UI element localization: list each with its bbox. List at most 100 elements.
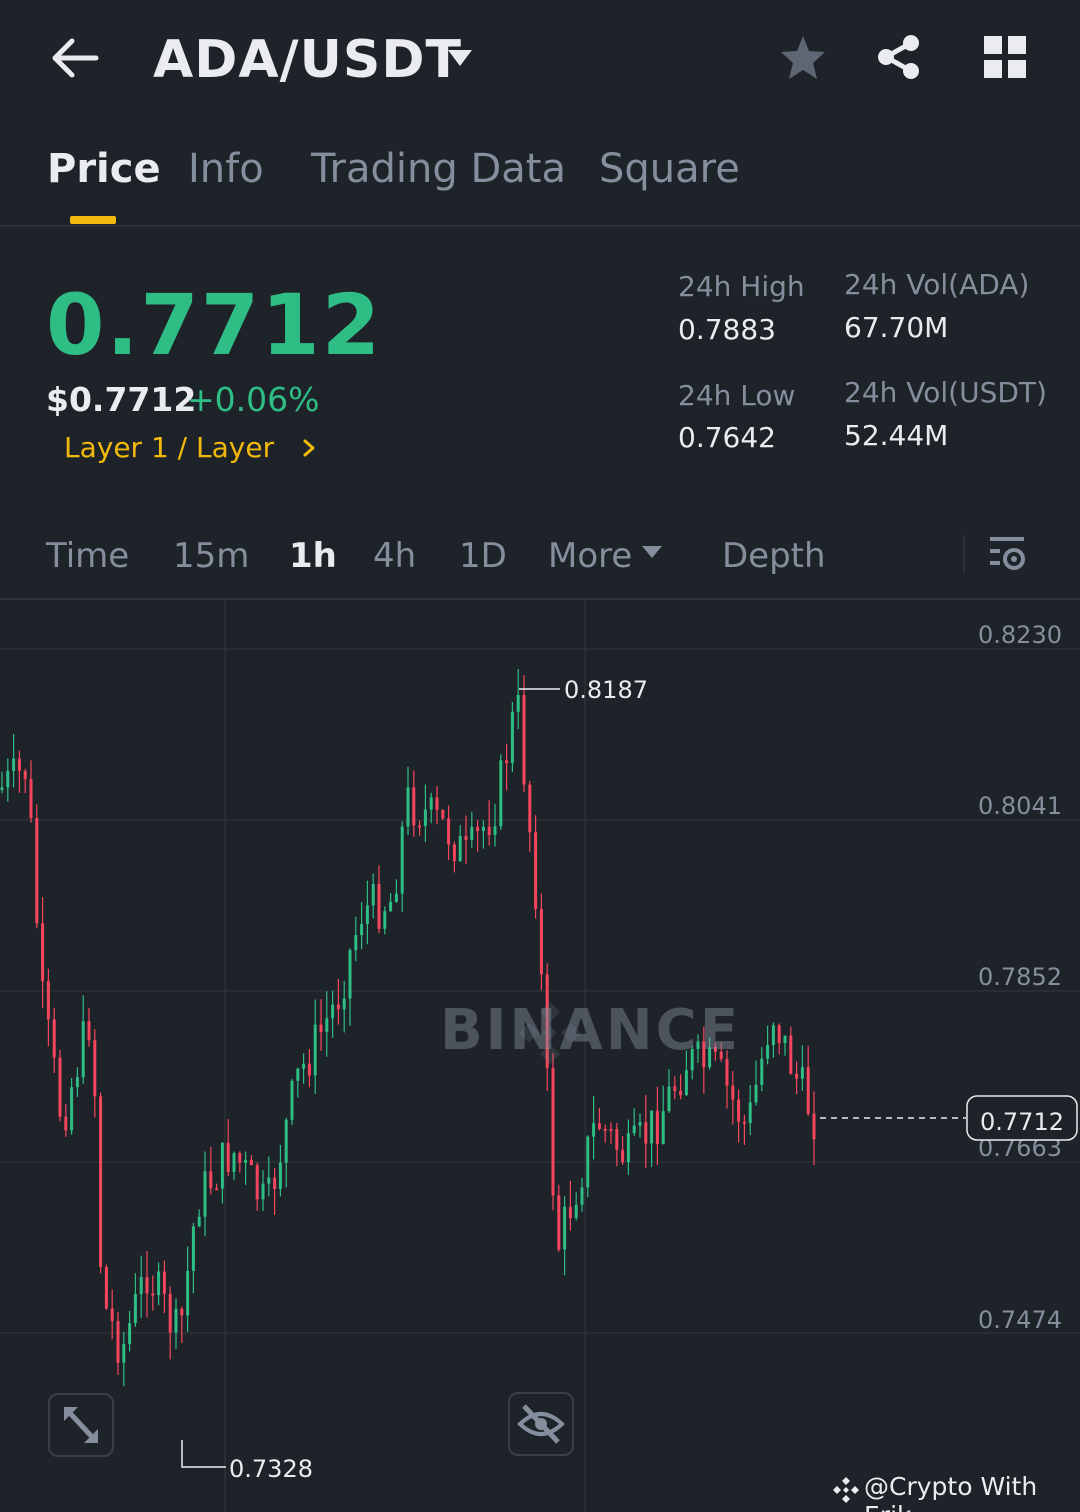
fullscreen-button[interactable] bbox=[48, 1393, 114, 1457]
candle-body bbox=[35, 818, 39, 924]
stat-vol-quote-value: 52.44M bbox=[844, 419, 949, 452]
candlestick-chart[interactable]: 0.8230 0.8041 0.7852 0.7663 0.7474 0.818… bbox=[0, 600, 1080, 1512]
candle-body bbox=[510, 711, 514, 764]
candle-body bbox=[290, 1080, 294, 1120]
chevron-right-icon[interactable] bbox=[300, 437, 318, 459]
interval-15m[interactable]: 15m bbox=[173, 536, 250, 576]
candle-body bbox=[684, 1070, 688, 1096]
candle-body bbox=[331, 1004, 335, 1019]
candle-body bbox=[17, 758, 21, 771]
stat-vol-base-value: 67.70M bbox=[844, 311, 949, 344]
caret-down-icon[interactable] bbox=[641, 545, 663, 559]
candle-body bbox=[180, 1308, 184, 1316]
stat-high-label: 24h High bbox=[678, 270, 805, 303]
candle-body bbox=[487, 826, 491, 835]
candle-body bbox=[742, 1121, 746, 1124]
candle-body bbox=[360, 923, 364, 936]
candle-body bbox=[580, 1187, 584, 1205]
candle-body bbox=[644, 1122, 648, 1144]
candle-body bbox=[215, 1188, 219, 1191]
candle-body bbox=[197, 1216, 201, 1227]
chart-grid bbox=[0, 600, 1080, 1512]
candle-body bbox=[447, 818, 451, 845]
candle-body bbox=[278, 1162, 282, 1190]
tab-trading-data[interactable]: Trading Data bbox=[311, 146, 566, 192]
candle-body bbox=[609, 1129, 613, 1132]
candle-body bbox=[41, 923, 45, 982]
tab-price[interactable]: Price bbox=[47, 146, 161, 192]
current-price-label: 0.7712 bbox=[980, 1108, 1064, 1136]
change-percent: +0.06% bbox=[187, 380, 320, 419]
candle-body bbox=[325, 1018, 329, 1032]
candle-body bbox=[690, 1049, 694, 1071]
candle-body bbox=[551, 1067, 555, 1196]
candle-body bbox=[220, 1142, 224, 1189]
interval-more[interactable]: More bbox=[548, 536, 633, 576]
candle-body bbox=[418, 825, 422, 828]
candle-body bbox=[592, 1123, 596, 1137]
y-tick-label: 0.8041 bbox=[978, 792, 1062, 820]
candle-body bbox=[46, 981, 50, 1020]
candle-body bbox=[655, 1110, 659, 1144]
depth-tab[interactable]: Depth bbox=[722, 536, 826, 576]
candle-body bbox=[789, 1035, 793, 1074]
candle-body bbox=[81, 1021, 85, 1078]
candle-body bbox=[464, 835, 468, 840]
candle-body bbox=[29, 779, 33, 819]
candle-body bbox=[157, 1271, 161, 1296]
interval-time[interactable]: Time bbox=[46, 536, 130, 576]
candle-body bbox=[168, 1293, 172, 1333]
candle-body bbox=[389, 901, 393, 912]
candle-body bbox=[650, 1110, 654, 1144]
hide-indicators-button[interactable] bbox=[508, 1392, 574, 1456]
candle-body bbox=[336, 1004, 340, 1010]
candle-body bbox=[737, 1099, 741, 1122]
candle-body bbox=[505, 760, 509, 764]
interval-1d[interactable]: 1D bbox=[459, 536, 507, 576]
candle-body bbox=[528, 784, 532, 833]
low-marker-label: 0.7328 bbox=[229, 1455, 313, 1483]
candle-body bbox=[621, 1149, 625, 1163]
high-marker-label: 0.8187 bbox=[564, 676, 648, 704]
candle-body bbox=[174, 1308, 178, 1333]
candles bbox=[0, 669, 816, 1387]
category-link[interactable]: Layer 1 / Layer bbox=[64, 431, 275, 464]
candle-body bbox=[476, 826, 480, 832]
stat-vol-quote-label: 24h Vol(USDT) bbox=[844, 376, 1047, 409]
last-price: 0.7712 bbox=[46, 276, 383, 374]
candle-body bbox=[151, 1293, 155, 1296]
candle-body bbox=[226, 1142, 230, 1172]
share-icon[interactable] bbox=[874, 32, 924, 82]
star-icon[interactable] bbox=[778, 33, 828, 83]
interval-4h[interactable]: 4h bbox=[373, 536, 417, 576]
candle-body bbox=[342, 998, 346, 1010]
candle-body bbox=[766, 1045, 770, 1059]
candle-body bbox=[812, 1113, 816, 1140]
candle-body bbox=[296, 1068, 300, 1081]
candle-body bbox=[0, 787, 4, 790]
candle-body bbox=[754, 1084, 758, 1103]
caret-down-icon[interactable] bbox=[446, 48, 474, 68]
candle-body bbox=[713, 1047, 717, 1052]
candle-body bbox=[110, 1308, 114, 1322]
candle-body bbox=[545, 974, 549, 1068]
interval-1h[interactable]: 1h bbox=[289, 536, 337, 576]
candle-body bbox=[563, 1206, 567, 1250]
tab-square[interactable]: Square bbox=[599, 146, 740, 192]
candle-body bbox=[6, 770, 10, 788]
chart-settings-icon[interactable] bbox=[988, 533, 1028, 573]
tab-info[interactable]: Info bbox=[188, 146, 264, 192]
candle-body bbox=[383, 911, 387, 929]
stat-low-value: 0.7642 bbox=[678, 421, 776, 454]
candle-body bbox=[371, 883, 375, 906]
candle-body bbox=[116, 1321, 120, 1363]
candle-body bbox=[702, 1041, 706, 1068]
candle-body bbox=[104, 1267, 108, 1309]
candle-body bbox=[75, 1077, 79, 1088]
candle-body bbox=[679, 1090, 683, 1096]
candle-body bbox=[12, 758, 16, 771]
candle-body bbox=[522, 694, 526, 785]
back-arrow-icon[interactable] bbox=[50, 36, 100, 80]
grid-icon[interactable] bbox=[982, 34, 1028, 80]
pair-title[interactable]: ADA/USDT bbox=[153, 30, 462, 90]
